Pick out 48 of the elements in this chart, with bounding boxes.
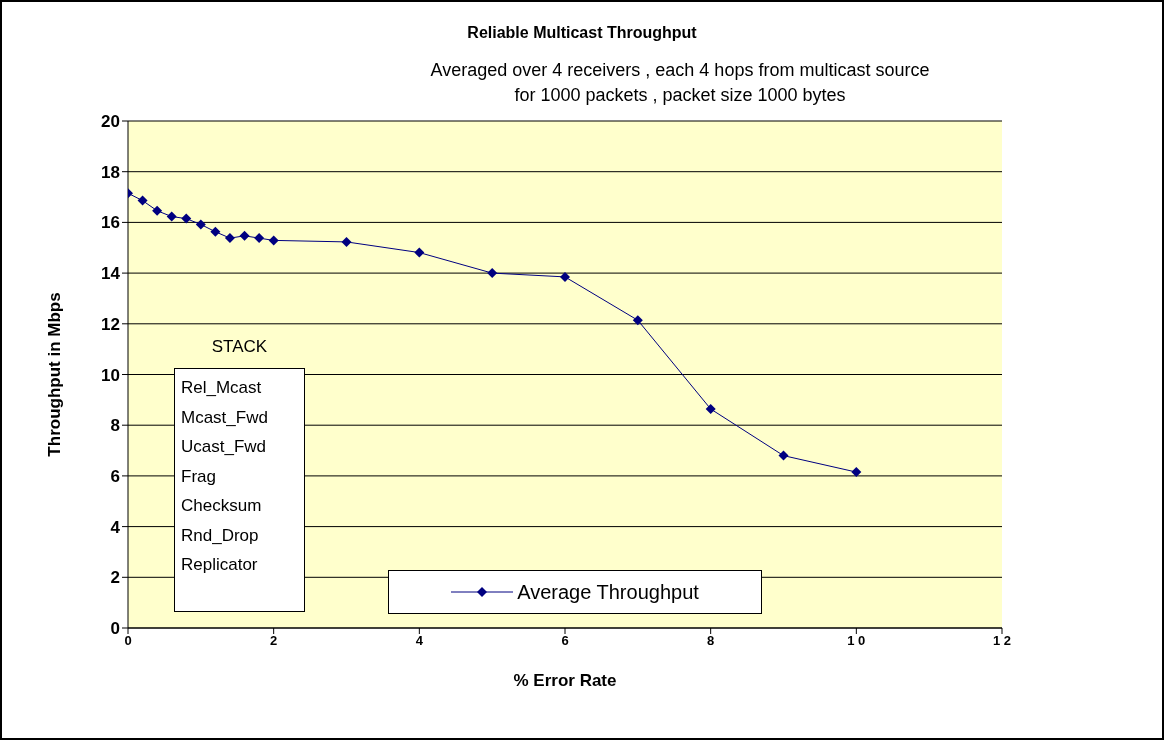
point [137,195,148,206]
y-tick-label: 8 [110,416,120,436]
x-tick-label: 4 [415,633,424,649]
point [705,403,716,414]
y-tick-label: 16 [101,213,120,233]
x-tick-label: 8 [707,633,715,649]
annotation: Checksum [181,495,263,517]
y-tick-label: 20 [101,112,120,132]
point [181,213,192,224]
point [254,233,265,244]
x-tick-label: 0 [124,633,132,649]
annotation: Rel_Mcast [181,377,263,399]
point [487,268,498,279]
x-tick-label: 2 [270,633,278,649]
y-tick-label: 6 [110,466,120,486]
point [195,219,206,230]
y-tick-label: 4 [110,517,121,537]
x-tick-label: 6 [561,633,569,649]
annotation: Replicator [181,554,259,576]
point [166,211,177,222]
x-axis-title: % Error Rate [513,671,617,690]
point [851,467,862,478]
chart-title: Reliable Multicast Throughput [466,24,698,42]
point [778,450,789,461]
point [632,315,643,326]
y-tick-label: 2 [110,568,120,588]
annotation: Rnd_Drop [181,524,260,547]
y-tick-label: 18 [101,162,120,182]
point [341,236,352,247]
point [224,233,235,244]
annotation: Mcast_Fwd [181,406,269,429]
annotation: Ucast_Fwd [181,436,268,458]
point [560,271,570,282]
x-tick-label: 1 0 [847,633,866,649]
annotation: STACK [210,337,269,357]
y-tick-label: 14 [101,264,121,284]
point [414,247,425,258]
annotation: Frag [181,465,217,488]
point [152,205,163,216]
x-tick-label: 1 2 [992,633,1012,649]
chart-subtitle: Averaged over 4 receivers , each 4 hops from multicast source for 1000 packets , packet size 1000 bytes [429,60,931,106]
y-tick-label: 10 [101,365,120,385]
legend-label: Average Throughput [517,580,699,604]
y-axis-title: Throughput in Mbps [45,292,65,457]
point [210,226,221,237]
y-tick-label: 12 [101,314,120,334]
point [268,235,279,246]
point [239,230,250,241]
